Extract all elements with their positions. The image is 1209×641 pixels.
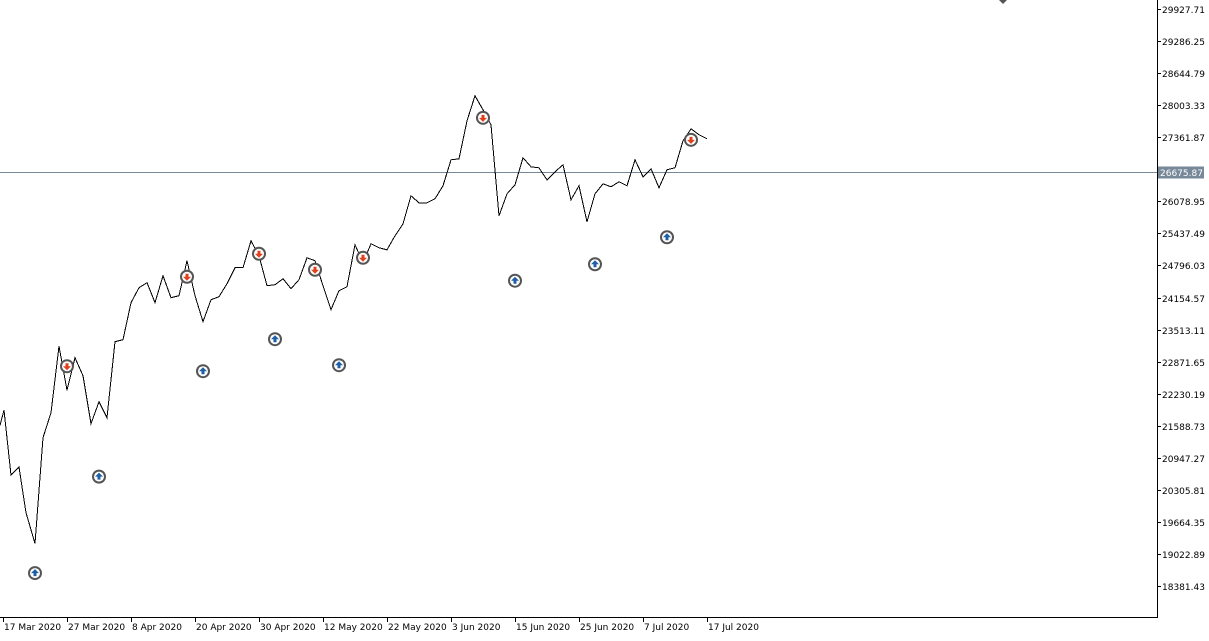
current-price-value: 26675.87 <box>1160 169 1203 179</box>
x-tick-label: 12 May 2020 <box>324 623 383 633</box>
y-tick-label: 27361.87 <box>1162 134 1205 144</box>
sell-arrow-icon[interactable] <box>684 132 698 147</box>
sell-arrow-icon[interactable] <box>356 250 370 265</box>
y-tick: 21588.73 <box>1157 423 1205 433</box>
y-tick: 24154.57 <box>1157 295 1205 305</box>
y-tick-label: 28003.33 <box>1162 102 1205 112</box>
y-tick: 20947.27 <box>1157 455 1205 465</box>
y-tick-label: 29927.71 <box>1162 6 1205 16</box>
y-tick: 19022.89 <box>1157 551 1205 561</box>
buy-arrow-icon[interactable] <box>660 230 674 245</box>
y-tick-label: 20305.81 <box>1162 487 1205 497</box>
y-tick: 23513.11 <box>1157 327 1205 337</box>
buy-arrow-icon[interactable] <box>588 257 602 272</box>
x-tick: 20 Apr 2020 <box>195 617 252 633</box>
y-tick: 26078.95 <box>1157 198 1205 208</box>
sell-arrow-icon[interactable] <box>476 110 490 125</box>
y-tick: 29286.25 <box>1157 38 1205 48</box>
trade-signals <box>28 110 698 581</box>
y-tick-label: 24796.03 <box>1162 262 1205 272</box>
price-line-series <box>0 94 708 544</box>
y-tick-label: 21588.73 <box>1162 423 1205 433</box>
y-tick: 29927.71 <box>1157 6 1205 16</box>
y-tick-label: 29286.25 <box>1162 38 1205 48</box>
x-tick: 22 May 2020 <box>387 617 447 633</box>
x-tick-label: 17 Mar 2020 <box>4 623 61 633</box>
x-tick-label: 25 Jun 2020 <box>580 623 634 633</box>
x-tick-label: 22 May 2020 <box>388 623 447 633</box>
x-tick: 27 Mar 2020 <box>67 617 125 633</box>
sell-arrow-icon[interactable] <box>308 262 322 277</box>
y-tick: 22871.65 <box>1157 359 1205 369</box>
x-tick-label: 15 Jun 2020 <box>516 623 570 633</box>
sell-arrow-icon[interactable] <box>180 269 194 284</box>
y-tick-label: 18381.43 <box>1162 583 1205 593</box>
x-tick: 12 May 2020 <box>323 617 383 633</box>
y-tick-label: 24154.57 <box>1162 295 1205 305</box>
y-tick-label: 23513.11 <box>1162 327 1205 337</box>
buy-arrow-icon[interactable] <box>268 332 282 347</box>
y-tick-label: 19664.35 <box>1162 519 1205 529</box>
price-line <box>0 94 708 544</box>
y-tick: 27361.87 <box>1157 134 1205 144</box>
x-tick: 30 Apr 2020 <box>259 617 316 633</box>
x-tick: 15 Jun 2020 <box>515 617 570 633</box>
x-tick-label: 7 Jul 2020 <box>644 623 689 633</box>
y-tick: 28644.79 <box>1157 70 1205 80</box>
current-price-label: 26675.87 <box>1158 166 1204 179</box>
y-tick: 19664.35 <box>1157 519 1205 529</box>
x-tick: 25 Jun 2020 <box>579 617 634 633</box>
y-tick-label: 20947.27 <box>1162 455 1205 465</box>
buy-arrow-icon[interactable] <box>92 469 106 484</box>
sell-arrow-icon[interactable] <box>60 359 74 374</box>
y-tick-label: 22871.65 <box>1162 359 1205 369</box>
x-tick-label: 27 Mar 2020 <box>68 623 125 633</box>
buy-arrow-icon[interactable] <box>332 358 346 373</box>
x-tick: 17 Mar 2020 <box>3 617 61 633</box>
x-tick: 7 Jul 2020 <box>643 617 689 633</box>
y-tick: 25437.49 <box>1157 230 1205 240</box>
y-tick-label: 22230.19 <box>1162 391 1205 401</box>
buy-arrow-icon[interactable] <box>28 566 42 581</box>
x-tick-label: 30 Apr 2020 <box>260 623 316 633</box>
price-axis[interactable]: 29927.71 29286.25 28644.79 28003.33 27361.87… <box>1157 0 1205 618</box>
y-tick: 18381.43 <box>1157 583 1205 593</box>
y-tick-label: 26078.95 <box>1162 198 1205 208</box>
x-tick-label: 20 Apr 2020 <box>196 623 252 633</box>
y-tick: 20305.81 <box>1157 487 1205 497</box>
x-tick: 3 Jun 2020 <box>451 617 501 633</box>
y-tick-label: 28644.79 <box>1162 70 1205 80</box>
y-tick: 22230.19 <box>1157 391 1205 401</box>
y-tick-label: 19022.89 <box>1162 551 1205 561</box>
y-tick: 28003.33 <box>1157 102 1205 112</box>
time-axis[interactable]: 17 Mar 2020 27 Mar 2020 8 Apr 2020 20 Apr 2… <box>0 617 1158 633</box>
x-tick: 8 Apr 2020 <box>131 617 182 633</box>
sell-arrow-icon[interactable] <box>252 246 266 261</box>
x-tick-label: 17 Jul 2020 <box>708 623 759 633</box>
off-chart-marker-icon <box>999 0 1007 4</box>
y-tick: 24796.03 <box>1157 262 1205 272</box>
buy-arrow-icon[interactable] <box>508 273 522 288</box>
x-tick-label: 8 Apr 2020 <box>132 623 182 633</box>
y-tick-label: 25437.49 <box>1162 230 1205 240</box>
x-tick: 17 Jul 2020 <box>707 617 759 633</box>
x-tick-label: 3 Jun 2020 <box>452 623 501 633</box>
buy-arrow-icon[interactable] <box>196 364 210 379</box>
